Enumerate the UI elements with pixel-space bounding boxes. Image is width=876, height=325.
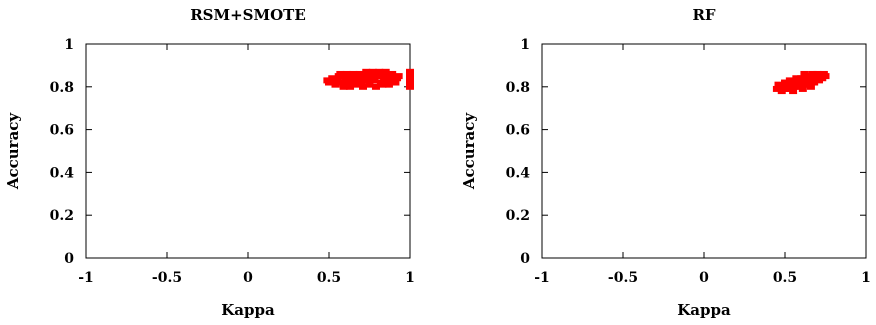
y-tick-label: 0.8	[506, 80, 530, 96]
data-point	[329, 79, 338, 86]
x-tick-label: 1	[405, 270, 415, 286]
y-tick-label: 0.4	[50, 165, 75, 181]
data-point	[803, 79, 812, 86]
data-point	[371, 83, 380, 90]
data-point	[346, 83, 355, 90]
data-point	[341, 77, 350, 84]
x-tick-label: 1	[861, 270, 871, 286]
data-point	[370, 75, 379, 82]
y-tick-label: 0.4	[506, 165, 531, 181]
data-point	[360, 73, 369, 80]
data-point	[800, 70, 809, 77]
data-point	[349, 70, 358, 77]
data-point	[784, 85, 793, 92]
x-axis-label: Kappa	[221, 301, 275, 319]
data-point	[352, 81, 361, 88]
y-tick-label: 0	[520, 251, 530, 267]
data-point	[776, 83, 785, 90]
data-point	[350, 75, 359, 82]
data-point	[821, 73, 830, 80]
data-point	[394, 73, 403, 80]
data-point	[790, 83, 799, 90]
chart-title: RSM+SMOTE	[190, 6, 306, 24]
data-point	[797, 81, 806, 88]
data-point	[362, 68, 371, 75]
y-axis-label: Accuracy	[460, 112, 478, 191]
x-tick-label: 0.5	[317, 270, 341, 286]
data-point	[339, 83, 348, 90]
data-point	[359, 83, 368, 90]
data-point	[355, 70, 364, 77]
data-point	[368, 68, 377, 75]
data-point	[777, 88, 786, 95]
data-point	[798, 85, 807, 92]
data-point	[342, 70, 351, 77]
y-tick-label: 0.8	[50, 80, 74, 96]
x-tick-label: 0	[243, 270, 253, 286]
y-axis-label: Accuracy	[4, 112, 22, 191]
scatter-panel-rf: -1 -0.5 0 0.5 1 0 0.2 0.4 0.6 0.8 1 RF Kappa Accuracy	[460, 6, 871, 319]
data-point	[391, 79, 400, 86]
x-axis-label: Kappa	[677, 301, 731, 319]
x-tick-label: 0.5	[773, 270, 797, 286]
data-point	[789, 88, 798, 95]
data-point	[375, 68, 384, 75]
y-tick-label: 0.6	[506, 123, 530, 139]
data-point	[336, 70, 345, 77]
x-tick-label: 0	[699, 270, 709, 286]
data-point	[380, 73, 389, 80]
x-tick-label: -0.5	[608, 270, 638, 286]
data-point	[360, 77, 369, 84]
data-point	[785, 77, 794, 84]
data-point	[365, 81, 374, 88]
data-point	[381, 68, 390, 75]
data-point	[386, 79, 395, 86]
chart-title: RF	[692, 6, 715, 24]
y-tick-label: 0.2	[506, 208, 530, 224]
data-point	[380, 77, 389, 84]
data-point	[806, 83, 815, 90]
data-point	[793, 77, 802, 84]
y-tick-label: 0.6	[50, 123, 74, 139]
data-point	[388, 70, 397, 77]
data-point	[378, 81, 387, 88]
data-point	[813, 75, 822, 82]
x-tick-label: -1	[534, 270, 550, 286]
data-point	[328, 75, 337, 82]
x-tick-label: -0.5	[152, 270, 182, 286]
y-tick-label: 1	[64, 37, 74, 53]
y-tick-label: 0.2	[50, 208, 74, 224]
data-point	[325, 79, 333, 86]
x-tick-label: -1	[78, 270, 94, 286]
y-tick-label: 1	[520, 37, 530, 53]
data-point	[810, 79, 819, 86]
y-tick-label: 0	[64, 251, 74, 267]
scatter-panel-rsm-smote: -1 -0.5 0 0.5 1 0 0.2 0.4 0.6 0.8 1 RSM+SMOTE Kappa A…	[4, 6, 415, 319]
data-point	[406, 68, 414, 75]
